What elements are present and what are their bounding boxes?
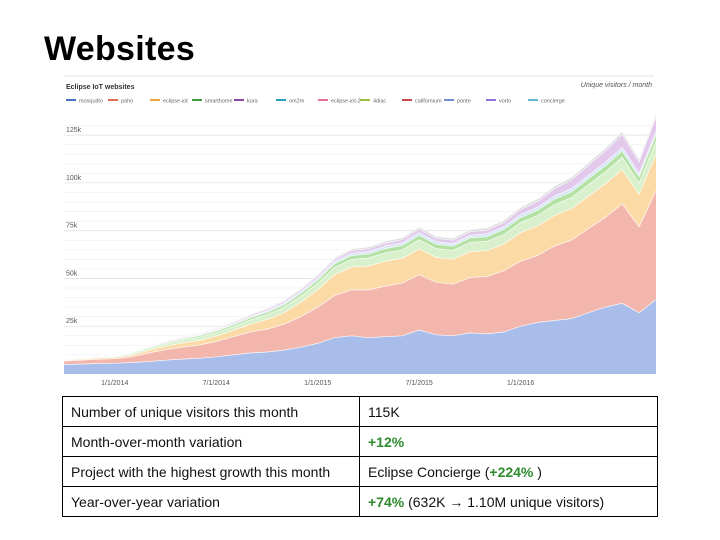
metrics-table: Number of unique visitors this month 115… [62,396,658,517]
legend-label: smarthome [205,99,233,105]
legend-label: kura [247,99,259,105]
metrics-row: Month-over-month variation +12% [62,426,658,457]
metric-label: Month-over-month variation [62,426,360,457]
metric-value-prefix: Eclipse Concierge ( [368,463,490,480]
legend-label: concierge [541,99,565,105]
area-edge-paho [63,154,657,361]
metric-value-suffix: (632K → 1.10M unique visitors) [404,493,605,510]
metric-value: +12% [359,426,658,457]
legend-label: om2m [289,99,305,105]
area-series-californium [64,190,656,365]
metric-value: +74% (632K → 1.10M unique visitors) [359,486,658,517]
metrics-row: Number of unique visitors this month 115… [62,396,658,427]
y-tick-label: 25k [66,318,78,325]
area-chart: Eclipse IoT websites Unique visitors / m… [60,72,658,392]
metric-label: Number of unique visitors this month [62,396,360,427]
metric-value-highlight: +224% [489,463,534,480]
y-tick-label: 75k [66,223,78,230]
legend-label: eclipse-iot [163,99,188,105]
metric-value-highlight: +74% [368,493,405,510]
area-edge-californium [63,190,657,362]
area-edge-smarthome [63,134,657,360]
metric-value-suffix: ) [533,463,542,480]
metric-value: Eclipse Concierge (+224% ) [359,456,658,487]
metrics-row: Project with the highest growth this mon… [62,456,658,487]
chart-subtitle: Unique visitors / month [581,82,652,89]
y-tick-label: 50k [66,270,78,277]
area-edge-kura [63,141,657,361]
area-edge-om2m [63,131,657,360]
x-tick-label: 1/1/2014 [101,380,128,387]
y-axis-ticks: 25k 50k 75k 100k 125k [66,127,82,325]
legend-label: eclipse-iot-2 [331,99,361,105]
x-axis-ticks: 1/1/2014 7/1/2014 1/1/2015 7/1/2015 1/1/2016 [101,380,534,387]
area-edge-concierge [63,116,657,360]
legend-label: mosquitto [79,99,103,105]
legend-label: paho [121,99,133,105]
legend-label: ponte [457,99,471,105]
area-edge-mosquitto [63,299,657,365]
metrics-row: Year-over-year variation +74% (632K → 1.… [62,486,658,517]
slide-title: Websites [44,30,196,68]
chart-areas [63,114,657,374]
y-tick-label: 125k [66,127,82,134]
chart-svg: Eclipse IoT websites Unique visitors / m… [60,72,658,392]
chart-legend: mosquitto paho eclipse-iot smarthome kura om2… [66,99,565,105]
x-tick-label: 1/1/2016 [507,380,534,387]
metric-label: Year-over-year variation [62,486,360,517]
x-tick-label: 7/1/2014 [203,380,230,387]
x-tick-label: 7/1/2015 [406,380,433,387]
legend-label: 4diac [373,99,386,105]
metric-value: 115K [359,396,658,427]
chart-title: Eclipse IoT websites [66,84,135,91]
x-tick-label: 1/1/2015 [304,380,331,387]
metric-label: Project with the highest growth this mon… [62,456,360,487]
legend-label: vorto [499,99,511,105]
legend-label: californium [415,99,442,105]
area-edge-4diac [63,114,657,359]
y-tick-label: 100k [66,175,82,182]
